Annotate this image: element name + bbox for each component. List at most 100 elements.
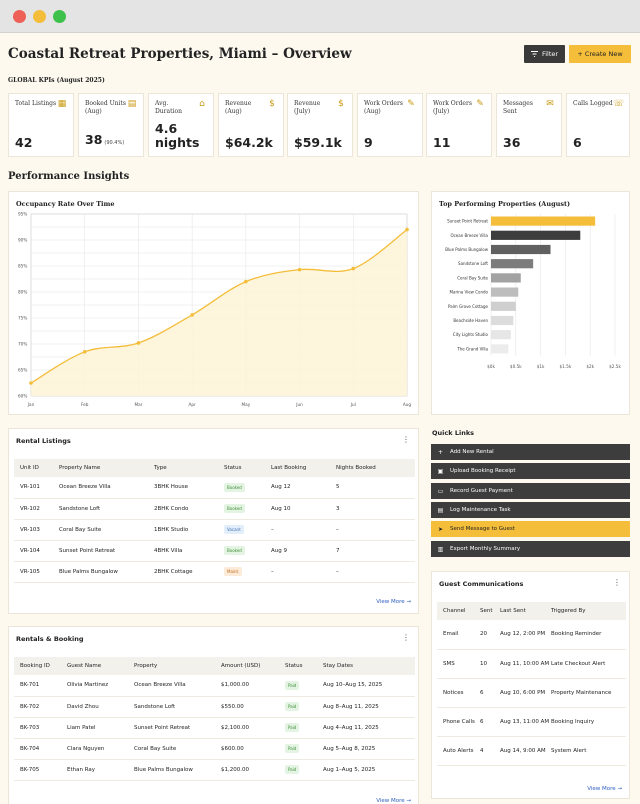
table-cell: Paid	[285, 759, 323, 781]
cell-text: Olivia Martinez	[67, 682, 109, 689]
table-row[interactable]: BK-701 Olivia Martinez Ocean Breeze Villa $…	[14, 675, 415, 697]
kpi-label: Booked Units (Aug)	[85, 100, 126, 115]
upload-icon: ▣	[437, 467, 444, 475]
cell-text: Late Checkout Alert	[551, 660, 606, 667]
table-row[interactable]: BK-702 David Zhou Sandstone Loft $550.00 Pai…	[14, 696, 415, 718]
table-row[interactable]: VR-101 Ocean Breeze Villa 3BHK House Booked…	[14, 477, 415, 499]
rental-listings-view-more[interactable]: View More →	[376, 599, 411, 605]
quick-link-button[interactable]: ▭ Record Guest Payment	[431, 483, 630, 499]
table-cell: Booking Inquiry	[551, 707, 626, 737]
y-tick-label: 70%	[18, 342, 27, 347]
rentals-booking-view-more[interactable]: View More →	[376, 798, 411, 804]
table-cell: 2BHK Cottage	[154, 561, 224, 583]
table-row[interactable]: SMS 10 Aug 11, 10:00 AM Late Checkout Alert	[437, 649, 626, 679]
table-cell: 6	[480, 678, 500, 708]
table-cell: Paid	[285, 675, 323, 697]
quick-link-button[interactable]: ▥ Export Monthly Summary	[431, 541, 630, 557]
table-row[interactable]: Notices 6 Aug 10, 6:00 PM Property Maintena…	[437, 678, 626, 708]
create-new-button[interactable]: + Create New	[569, 45, 631, 63]
table-row[interactable]: Phone Calls 6 Aug 13, 11:00 AM Booking Inqu…	[437, 707, 626, 737]
kpi-card: Work Orders (July) ✎ 11	[426, 93, 492, 157]
table-cell: Olivia Martinez	[67, 675, 134, 697]
y-tick-label: Beachside Haven	[453, 318, 488, 323]
table-cell: Aug 14, 9:00 AM	[500, 736, 551, 766]
quick-links-title: Quick Links	[432, 429, 475, 437]
y-tick-label: Ocean Breeze Villa	[450, 233, 488, 238]
minimize-window-button[interactable]	[33, 10, 46, 23]
rental-listings-table: Unit ID Property Name Type Status Last Booki…	[14, 459, 415, 583]
quick-link-button[interactable]: + Add New Rental	[431, 444, 630, 460]
table-row[interactable]: Auto Alerts 4 Aug 14, 9:00 AM System Alert	[437, 736, 626, 766]
table-cell: Coral Bay Suite	[59, 519, 154, 541]
cell-text: 2BHK Cottage	[154, 568, 193, 575]
table-cell: Property Maintenance	[551, 678, 626, 708]
x-tick-label: Apr	[189, 402, 197, 407]
kpi-value-text: 42	[15, 135, 33, 150]
guest-comms-view-more[interactable]: View More →	[587, 786, 622, 792]
table-cell: VR-105	[14, 561, 59, 583]
phone-icon: ☏	[613, 99, 625, 109]
table-cell: 4	[480, 736, 500, 766]
table-row[interactable]: VR-103 Coral Bay Suite 1BHK Studio Vacant – –	[14, 519, 415, 541]
table-row[interactable]: VR-102 Sandstone Loft 2BHK Condo Booked Aug …	[14, 498, 415, 520]
table-row[interactable]: BK-705 Ethan Ray Blue Palms Bungalow $1,200…	[14, 759, 415, 781]
y-tick-label: City Lights Studio	[453, 332, 489, 337]
table-cell: Booked	[224, 477, 271, 499]
table-cell: Aug 5–Aug 8, 2025	[323, 738, 415, 760]
column-header: Status	[224, 459, 271, 477]
card-icon: ▭	[437, 487, 444, 495]
cell-text: System Alert	[551, 747, 587, 754]
y-tick-label: 90%	[18, 238, 27, 243]
maximize-window-button[interactable]	[53, 10, 66, 23]
table-cell: Late Checkout Alert	[551, 649, 626, 679]
table-row[interactable]: BK-703 Liam Patel Sunset Point Retreat $2,1…	[14, 717, 415, 739]
table-cell: 2BHK Condo	[154, 498, 224, 520]
cell-text: SMS	[443, 660, 455, 667]
kpi-card: Booked Units (Aug) ▤ 38 (90.4%)	[78, 93, 144, 157]
cell-text: Aug 14, 9:00 AM	[500, 747, 546, 754]
cell-text: VR-102	[20, 505, 40, 512]
column-header: Sent	[480, 602, 500, 620]
cell-text: Coral Bay Suite	[134, 745, 177, 752]
top-properties-title: Top Performing Properties (August)	[439, 200, 571, 208]
table-row[interactable]: VR-105 Blue Palms Bungalow 2BHK Cottage Mai…	[14, 561, 415, 583]
table-cell: VR-102	[14, 498, 59, 520]
table-cell: BK-705	[14, 759, 67, 781]
column-header: Unit ID	[14, 459, 59, 477]
kpi-value-text: $64.2k	[225, 135, 273, 150]
kpi-label: Messages Sent	[503, 100, 533, 115]
more-options-icon[interactable]: ⋮	[402, 435, 410, 444]
close-window-button[interactable]	[13, 10, 26, 23]
quick-link-button[interactable]: ▣ Upload Booking Receipt	[431, 463, 630, 479]
table-cell: Aug 10–Aug 15, 2025	[323, 675, 415, 697]
table-cell: Phone Calls	[437, 707, 480, 737]
guest-comms-card: Guest Communications ⋮ Channel Sent Last S…	[431, 571, 630, 799]
cell-text: Sunset Point Retreat	[134, 724, 191, 731]
calendar-icon: ▤	[127, 99, 137, 109]
x-tick-label: $2k	[586, 364, 594, 369]
table-row[interactable]: Email 20 Aug 12, 2:00 PM Booking Reminder	[437, 620, 626, 650]
table-cell: VR-104	[14, 540, 59, 562]
table-cell: $1,200.00	[221, 759, 285, 781]
kpi-section-label: GLOBAL KPIs (August 2025)	[8, 77, 105, 84]
bar	[491, 287, 519, 297]
filter-button[interactable]: Filter	[524, 45, 565, 63]
cell-text: $1,000.00	[221, 682, 249, 689]
quick-link-button[interactable]: ➤ Send Message to Guest	[431, 521, 630, 537]
quick-link-button[interactable]: ▤ Log Maintenance Task	[431, 502, 630, 518]
table-cell: Clara Nguyen	[67, 738, 134, 760]
more-options-icon[interactable]: ⋮	[613, 578, 621, 587]
table-row[interactable]: VR-104 Sunset Point Retreat 4BHK Villa Book…	[14, 540, 415, 562]
cell-text: Auto Alerts	[443, 747, 474, 754]
data-point	[82, 350, 87, 354]
more-options-icon[interactable]: ⋮	[402, 633, 410, 642]
table-row[interactable]: BK-704 Clara Nguyen Coral Bay Suite $600.00…	[14, 738, 415, 760]
table-header: Channel Sent Last Sent Triggered By	[437, 602, 626, 620]
top-properties-chart: $0k $0.5k $1k $1.5k $2k $2.5k Sunset Point Ret…	[445, 214, 621, 369]
table-cell: Aug 10, 6:00 PM	[500, 678, 551, 708]
cell-text: Aug 10	[271, 505, 291, 512]
cell-text: Liam Patel	[67, 724, 96, 731]
data-point	[351, 266, 356, 271]
quick-link-label: Log Maintenance Task	[450, 507, 511, 513]
cell-text: Blue Palms Bungalow	[134, 766, 193, 773]
